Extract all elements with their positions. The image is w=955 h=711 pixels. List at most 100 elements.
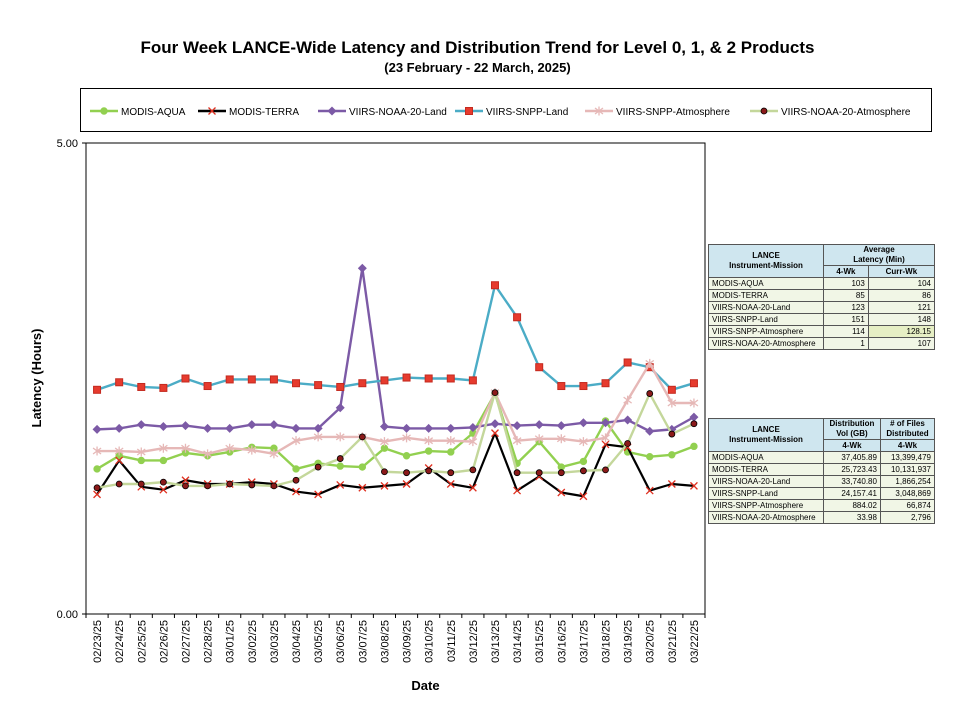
table-row: VIIRS-NOAA-20-Atmosphere 33.98 2,796 — [708, 511, 936, 524]
legend-entry: MODIS-AQUA — [90, 107, 186, 118]
legend-label: VIIRS-NOAA-20-Land — [349, 107, 447, 118]
data-point — [182, 482, 189, 490]
x-tick-label: 03/09/25 — [402, 620, 414, 663]
data-point — [594, 106, 604, 116]
data-point — [181, 443, 190, 453]
x-tick-label: 03/02/25 — [247, 620, 259, 663]
series-line — [97, 267, 695, 433]
data-point — [313, 432, 323, 442]
data-point — [645, 486, 654, 495]
data-point — [402, 373, 411, 382]
chart-title: Four Week LANCE-Wide Latency and Distrib… — [140, 38, 815, 57]
data-point — [468, 483, 477, 492]
row-label: VIIRS-SNPP-Atmosphere — [708, 325, 824, 338]
x-tick-label: 02/28/25 — [203, 620, 215, 663]
row-label: MODIS-TERRA — [708, 289, 824, 302]
data-point — [93, 465, 101, 473]
legend-label: VIIRS-SNPP-Atmosphere — [616, 107, 730, 118]
data-point — [357, 263, 367, 273]
y-tick-label: 0.00 — [57, 609, 78, 621]
data-point — [114, 423, 124, 433]
data-point — [689, 398, 699, 408]
series-modis-aqua — [93, 389, 698, 473]
x-tick-label: 03/21/25 — [667, 620, 679, 663]
x-tick-label: 03/08/25 — [379, 620, 391, 663]
series-line — [96, 392, 695, 471]
table-row: VIIRS-SNPP-Atmosphere 884.02 66,874 — [708, 499, 936, 512]
legend-entry: VIIRS-SNPP-Atmosphere — [585, 106, 730, 118]
row-label: VIIRS-NOAA-20-Atmosphere — [708, 511, 824, 524]
data-point — [204, 482, 211, 490]
x-tick-label: 03/12/25 — [468, 620, 480, 663]
x-tick-label: 02/24/25 — [114, 620, 126, 663]
legend-entry: VIIRS-NOAA-20-Atmosphere — [750, 107, 911, 118]
data-point — [601, 379, 610, 388]
cell-value: 86 — [867, 289, 936, 302]
data-point — [137, 456, 145, 465]
data-point — [668, 430, 676, 438]
cell-value: 10,131,937 — [879, 463, 936, 476]
cell-value: 151 — [823, 313, 869, 326]
data-point — [159, 456, 168, 465]
data-point — [465, 107, 473, 115]
data-point — [645, 358, 655, 368]
data-point — [646, 452, 654, 461]
data-point — [667, 480, 676, 488]
data-point — [556, 434, 566, 444]
data-point — [667, 398, 677, 408]
data-point — [513, 486, 522, 495]
data-point — [203, 449, 212, 459]
data-point — [136, 447, 146, 457]
x-tick-label: 03/01/25 — [225, 620, 237, 663]
data-point — [468, 376, 477, 385]
data-point — [623, 358, 632, 367]
table-row: VIIRS-SNPP-Atmosphere 114 128.15 — [708, 325, 936, 338]
x-tick-label: 02/26/25 — [158, 620, 170, 663]
legend-entry: MODIS-TERRA — [198, 107, 299, 118]
distribution-table: LANCE Instrument-Mission Distribution Vol … — [708, 418, 936, 524]
cell-value: 25,723.43 — [823, 463, 881, 476]
data-point — [291, 423, 301, 433]
legend-label: VIIRS-NOAA-20-Atmosphere — [781, 107, 911, 118]
cell-value: 1,866,254 — [879, 475, 936, 488]
data-point — [336, 480, 345, 489]
x-tick-label: 02/23/25 — [92, 620, 104, 663]
x-tick-label: 02/27/25 — [180, 620, 192, 663]
table-row: MODIS-TERRA 25,723.43 10,131,937 — [708, 463, 936, 476]
data-point — [760, 107, 768, 115]
data-point — [402, 480, 411, 488]
data-point — [269, 420, 279, 430]
data-point — [689, 481, 698, 490]
data-point — [358, 483, 367, 492]
data-point — [556, 421, 566, 431]
data-point — [557, 382, 566, 391]
data-point — [535, 469, 543, 477]
data-point — [248, 481, 256, 489]
cell-value: 66,874 — [879, 499, 936, 512]
data-point — [225, 443, 235, 453]
table-row: MODIS-AQUA 103 104 — [708, 277, 936, 290]
distribution-table-files-header: # of Files Distributed — [879, 418, 936, 440]
data-point — [225, 423, 235, 433]
table-row: VIIRS-SNPP-Land 151 148 — [708, 313, 936, 326]
x-tick-label: 02/25/25 — [136, 620, 148, 663]
data-point — [291, 436, 301, 446]
data-point — [534, 420, 544, 430]
latency-table-subheader: Curr-Wk — [867, 265, 936, 278]
data-point — [534, 434, 544, 444]
data-point — [292, 379, 301, 388]
data-point — [313, 423, 323, 433]
cell-value: 24,157.41 — [823, 487, 881, 500]
data-point — [292, 465, 300, 473]
data-point — [624, 440, 632, 447]
x-tick-label: 03/05/25 — [313, 620, 325, 663]
data-point — [159, 383, 168, 392]
x-tick-label: 03/13/25 — [490, 620, 502, 663]
x-tick-label: 03/22/25 — [689, 620, 701, 663]
cell-value: 33,740.80 — [823, 475, 881, 488]
data-point — [247, 375, 256, 384]
data-point — [667, 385, 676, 394]
row-label: VIIRS-SNPP-Land — [708, 313, 824, 326]
data-point — [335, 403, 345, 413]
cell-value: 148 — [867, 313, 936, 326]
